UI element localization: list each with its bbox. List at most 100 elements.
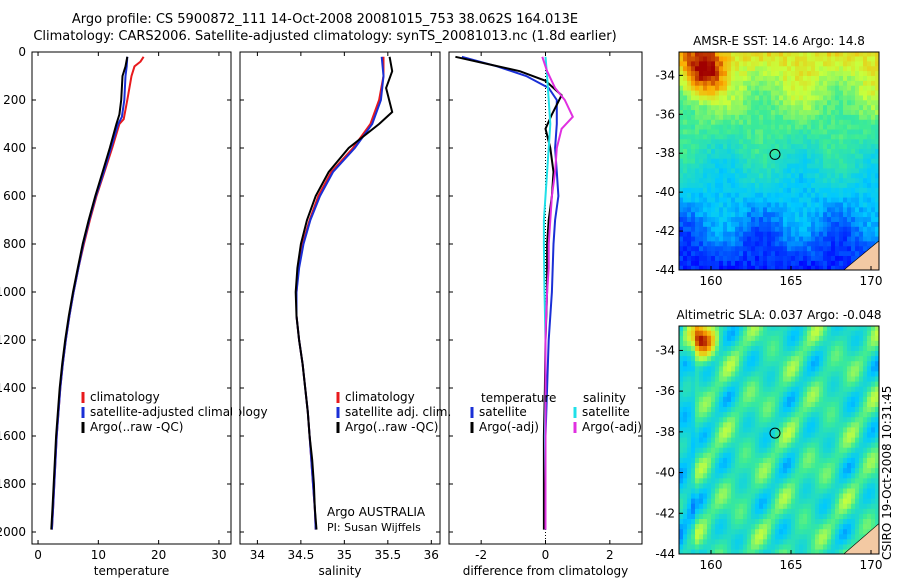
map-cell [747, 197, 752, 203]
map-cell [699, 192, 704, 198]
map-cell [755, 94, 760, 101]
map-cell [775, 431, 780, 438]
map-cell [783, 80, 788, 86]
map-cell [699, 245, 704, 252]
map-cell [799, 345, 804, 351]
map-cell [827, 457, 832, 463]
map-cell [727, 503, 732, 509]
map-cell [731, 528, 736, 535]
map-cell [735, 114, 740, 120]
map-cell [775, 350, 780, 357]
map-cell [871, 124, 876, 130]
map-cell [735, 401, 740, 407]
map-cell [703, 201, 708, 208]
map-cell [835, 482, 840, 489]
map-cell [871, 426, 876, 433]
map-cell [703, 250, 708, 256]
map-cell [799, 401, 804, 407]
map-cell [831, 548, 836, 554]
map-cell [751, 462, 756, 469]
map-cell [843, 360, 848, 367]
map-cell [731, 391, 736, 397]
map-cell [747, 431, 752, 438]
map-cell [763, 187, 768, 193]
map-cell [823, 391, 828, 397]
map-cell [755, 487, 760, 494]
map-cell [815, 326, 820, 331]
map-cell [867, 206, 872, 213]
map-cell [747, 355, 752, 362]
map-cell [767, 148, 772, 154]
map-cell [827, 162, 832, 169]
map-cell [831, 482, 836, 489]
map-cell [683, 538, 688, 545]
map-cell [763, 158, 768, 164]
map-cell [807, 167, 812, 174]
map-cell [691, 85, 696, 91]
map-cell [767, 326, 772, 331]
map-cell [835, 133, 840, 140]
map-cell [735, 487, 740, 494]
map-cell [747, 498, 752, 504]
map-cell [735, 70, 740, 76]
map-cell [799, 138, 804, 145]
map-cell [679, 104, 684, 111]
map-cell [703, 462, 708, 469]
map-cell [859, 513, 864, 519]
map-cell [759, 326, 764, 331]
map-cell [703, 381, 708, 387]
map-cell [775, 462, 780, 469]
map-cell [759, 467, 764, 474]
map-cell [747, 513, 752, 519]
map-cell [699, 231, 704, 237]
map-cell [767, 401, 772, 407]
map-cell [803, 182, 808, 188]
map-cell [683, 472, 688, 479]
map-cell [783, 340, 788, 346]
map-cell [847, 477, 852, 484]
map-cell [779, 94, 784, 101]
map-cell [719, 340, 724, 346]
map-cell [783, 548, 788, 554]
map-cell [779, 114, 784, 120]
map-cell [763, 216, 768, 222]
map-cell [683, 60, 688, 67]
map-cell [695, 498, 700, 504]
map-cell [847, 340, 852, 346]
map-cell [835, 543, 840, 550]
map-cell [779, 513, 784, 519]
map-cell [731, 508, 736, 514]
map-cell [851, 447, 856, 453]
map-cell [679, 396, 684, 402]
map-cell [839, 447, 844, 453]
map-cell [719, 250, 724, 256]
map-cell [851, 513, 856, 519]
map-cell [731, 370, 736, 377]
map-cell [867, 172, 872, 179]
map-cell [823, 148, 828, 154]
map-cell [791, 226, 796, 232]
map-cell [723, 143, 728, 149]
map-cell [755, 401, 760, 407]
map-cell [779, 508, 784, 514]
map-cell [723, 436, 728, 443]
map-cell [791, 114, 796, 120]
map-cell [831, 143, 836, 149]
map-cell [679, 406, 684, 413]
map-cell [783, 99, 788, 106]
map-cell [743, 503, 748, 509]
map-cell [859, 462, 864, 469]
legend-overflow-mask [232, 395, 239, 435]
map-cell [747, 396, 752, 402]
map-cell [747, 326, 752, 331]
map-cell [743, 109, 748, 115]
map-cell [679, 177, 684, 183]
map-cell [799, 467, 804, 474]
map-cell [831, 177, 836, 183]
map-cell [875, 172, 879, 179]
map-cell [835, 436, 840, 443]
map-cell [691, 55, 696, 62]
map-cell [731, 381, 736, 387]
map-cell [731, 533, 736, 540]
